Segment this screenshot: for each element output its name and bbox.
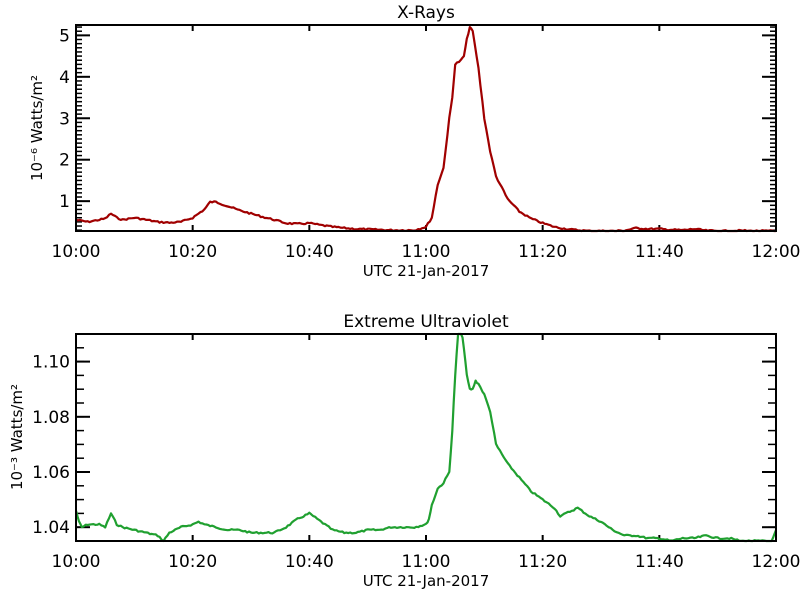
euv-x-ticks: 10:00 10:20 10:40 11:00 11:20 11:40 12:00 — [52, 334, 800, 572]
x-tick-label: 10:20 — [168, 242, 217, 262]
y-tick-label: 1.04 — [32, 518, 70, 538]
euv-x-axis-label: UTC 21-Jan-2017 — [363, 572, 490, 590]
x-tick-label: 10:00 — [52, 242, 101, 262]
x-tick-label: 10:00 — [52, 552, 101, 572]
x-tick-label: 10:40 — [285, 242, 334, 262]
y-tick-label: 2 — [59, 151, 70, 171]
y-tick-label: 5 — [59, 26, 70, 46]
x-tick-label: 10:40 — [285, 552, 334, 572]
xray-line — [75, 26, 776, 233]
xray-y-ticks: 1 2 3 4 5 — [59, 26, 776, 231]
euv-plot: Extreme Ultraviolet 1.04 1.06 1.08 1.10 10:… — [8, 312, 800, 590]
xray-x-ticks: 10:00 10:20 10:40 11:00 11:20 11:40 12:00 — [52, 25, 800, 262]
x-tick-label: 11:40 — [635, 242, 684, 262]
euv-plot-frame — [75, 333, 777, 542]
y-tick-label: 3 — [59, 109, 70, 129]
x-tick-label: 11:20 — [518, 242, 567, 262]
xray-plot-frame — [75, 24, 777, 232]
x-tick-label: 11:40 — [635, 552, 684, 572]
x-tick-label: 11:20 — [518, 552, 567, 572]
euv-line — [74, 332, 778, 543]
y-tick-label: 1.06 — [32, 463, 70, 483]
xray-y-axis-label: 10⁻⁶ Watts/m² — [28, 75, 46, 181]
y-tick-label: 4 — [59, 68, 70, 88]
xray-plot-title: X-Rays — [397, 3, 455, 23]
euv-plot-title: Extreme Ultraviolet — [343, 312, 509, 332]
xray-plot: X-Rays 1 2 3 4 5 10:00 10:20 10:40 11:00 11:20 11… — [28, 3, 800, 280]
x-tick-label: 11:00 — [402, 552, 451, 572]
xray-x-axis-label: UTC 21-Jan-2017 — [363, 262, 490, 280]
x-tick-label: 10:20 — [168, 552, 217, 572]
y-tick-label: 1.10 — [32, 353, 70, 373]
x-tick-label: 11:00 — [402, 242, 451, 262]
x-tick-label: 12:00 — [752, 242, 800, 262]
x-tick-label: 12:00 — [752, 552, 800, 572]
euv-y-ticks: 1.04 1.06 1.08 1.10 — [32, 333, 776, 542]
y-tick-label: 1 — [59, 192, 70, 212]
y-tick-label: 1.08 — [32, 408, 70, 428]
euv-y-axis-label: 10⁻³ Watts/m² — [8, 384, 26, 490]
